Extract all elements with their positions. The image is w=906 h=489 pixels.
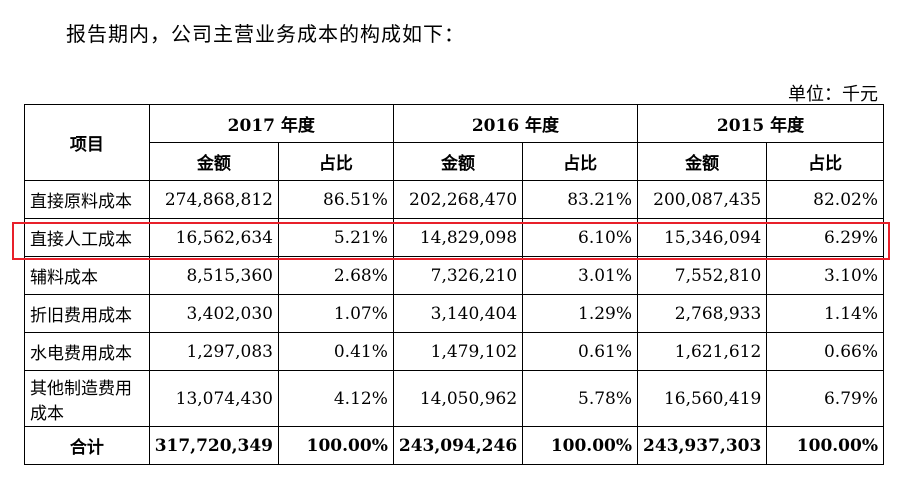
highlight-box bbox=[12, 222, 890, 260]
intro-text: 报告期内，公司主营业务成本的构成如下： bbox=[66, 22, 465, 46]
cell-amount: 13,074,430 bbox=[148, 370, 279, 427]
cell-amount: 274,868,812 bbox=[148, 180, 279, 219]
cell-ratio: 5.78% bbox=[522, 370, 639, 427]
cell-amount: 14,050,962 bbox=[392, 370, 524, 427]
cell-ratio: 1.29% bbox=[522, 294, 639, 333]
sub-header-ratio: 占比 bbox=[277, 142, 394, 181]
cell-ratio: 0.41% bbox=[277, 332, 394, 371]
cell-amount: 15,346,094 bbox=[637, 218, 768, 257]
table-row: 直接原料成本 274,868,812 86.51% 202,268,470 83… bbox=[24, 180, 884, 219]
cell-amount: 200,087,435 bbox=[637, 180, 768, 219]
row-label: 直接人工成本 bbox=[24, 218, 150, 257]
cell-amount: 3,140,404 bbox=[392, 294, 524, 333]
row-label: 折旧费用成本 bbox=[24, 294, 150, 333]
cell-ratio: 1.14% bbox=[766, 294, 884, 333]
total-amount: 317,720,349 bbox=[148, 426, 279, 465]
table-row: 折旧费用成本 3,402,030 1.07% 3,140,404 1.29% 2… bbox=[24, 294, 884, 333]
cell-ratio: 82.02% bbox=[766, 180, 884, 219]
table-row: 其他制造费用成本 13,074,430 4.12% 14,050,962 5.7… bbox=[24, 370, 884, 427]
row-label: 辅料成本 bbox=[24, 256, 150, 295]
cell-ratio: 83.21% bbox=[522, 180, 639, 219]
header-row-subheaders: 金额 占比 金额 占比 金额 占比 bbox=[25, 142, 884, 181]
year-header-2015: 2015 年度 bbox=[637, 104, 884, 143]
sub-header-amount: 金额 bbox=[637, 142, 768, 181]
cell-amount: 16,560,419 bbox=[637, 370, 768, 427]
cell-ratio: 3.01% bbox=[522, 256, 639, 295]
cell-ratio: 0.66% bbox=[766, 332, 884, 371]
cell-ratio: 86.51% bbox=[277, 180, 394, 219]
row-label: 水电费用成本 bbox=[24, 332, 150, 371]
cell-amount: 1,297,083 bbox=[148, 332, 279, 371]
cell-amount: 3,402,030 bbox=[148, 294, 279, 333]
table-row: 辅料成本 8,515,360 2.68% 7,326,210 3.01% 7,5… bbox=[24, 256, 884, 295]
cell-amount: 7,552,810 bbox=[637, 256, 768, 295]
sub-header-amount: 金额 bbox=[392, 142, 524, 181]
header-row-years: 项目 2017 年度 2016 年度 2015 年度 bbox=[24, 104, 884, 181]
sub-header-ratio: 占比 bbox=[766, 142, 884, 181]
total-amount: 243,937,303 bbox=[637, 426, 768, 465]
cell-amount: 1,479,102 bbox=[392, 332, 524, 371]
cost-table: 项目 2017 年度 2016 年度 2015 年度 金额 占比 金额 占比 金… bbox=[24, 104, 884, 465]
year-header-2016: 2016 年度 bbox=[392, 104, 639, 143]
cell-ratio: 6.29% bbox=[766, 218, 884, 257]
table-row: 直接人工成本 16,562,634 5.21% 14,829,098 6.10%… bbox=[24, 218, 884, 257]
row-label: 其他制造费用成本 bbox=[24, 370, 150, 427]
cell-ratio: 1.07% bbox=[277, 294, 394, 333]
total-row: 合计 317,720,349 100.00% 243,094,246 100.0… bbox=[24, 426, 884, 465]
total-amount: 243,094,246 bbox=[392, 426, 524, 465]
cell-ratio: 2.68% bbox=[277, 256, 394, 295]
cell-ratio: 0.61% bbox=[522, 332, 639, 371]
cell-amount: 2,768,933 bbox=[637, 294, 768, 333]
total-label: 合计 bbox=[24, 426, 150, 465]
total-ratio: 100.00% bbox=[522, 426, 639, 465]
item-header: 项目 bbox=[24, 104, 150, 181]
cell-ratio: 3.10% bbox=[766, 256, 884, 295]
sub-header-ratio: 占比 bbox=[522, 142, 639, 181]
cell-ratio: 6.79% bbox=[766, 370, 884, 427]
unit-label: 单位：千元 bbox=[788, 84, 878, 105]
cell-amount: 16,562,634 bbox=[148, 218, 279, 257]
row-label: 直接原料成本 bbox=[24, 180, 150, 219]
cell-amount: 7,326,210 bbox=[392, 256, 524, 295]
year-header-2017: 2017 年度 bbox=[148, 104, 394, 143]
cell-amount: 1,621,612 bbox=[637, 332, 768, 371]
cell-amount: 8,515,360 bbox=[148, 256, 279, 295]
sub-header-amount: 金额 bbox=[148, 142, 279, 181]
cell-ratio: 4.12% bbox=[277, 370, 394, 427]
total-ratio: 100.00% bbox=[277, 426, 394, 465]
cell-amount: 202,268,470 bbox=[392, 180, 524, 219]
table-row: 水电费用成本 1,297,083 0.41% 1,479,102 0.61% 1… bbox=[24, 332, 884, 371]
cell-amount: 14,829,098 bbox=[392, 218, 524, 257]
total-ratio: 100.00% bbox=[766, 426, 884, 465]
